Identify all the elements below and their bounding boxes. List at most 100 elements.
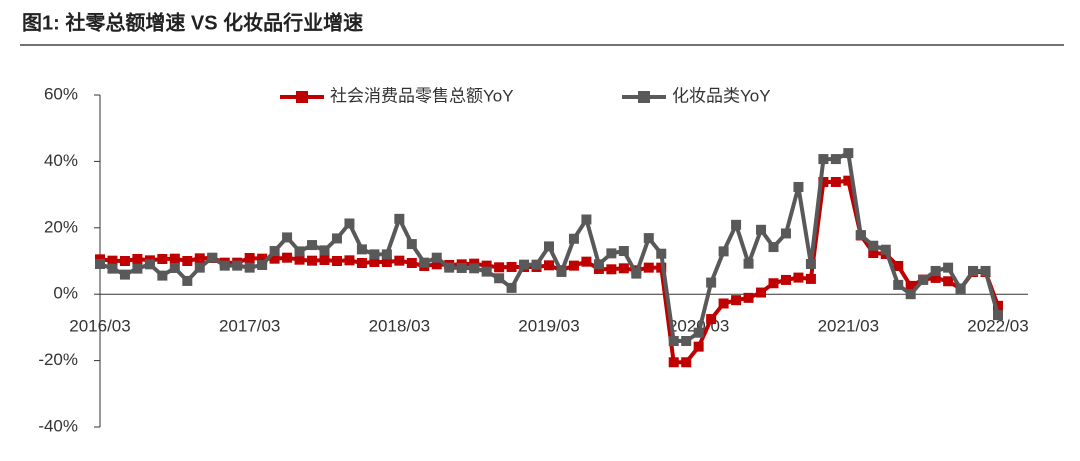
point [244, 262, 255, 273]
point [132, 263, 143, 274]
point [618, 263, 629, 274]
point [494, 262, 505, 273]
point [606, 248, 617, 259]
point [132, 254, 143, 265]
point [319, 245, 330, 256]
point [893, 279, 904, 290]
point [868, 248, 879, 259]
point [768, 242, 779, 253]
point [743, 258, 754, 269]
point [718, 246, 729, 257]
y-tick-label: -40% [38, 416, 78, 435]
point [282, 252, 293, 263]
point [805, 273, 816, 284]
point [743, 292, 754, 303]
point [780, 274, 791, 285]
point [294, 254, 305, 265]
point [930, 265, 941, 276]
point [282, 232, 293, 243]
point [444, 262, 455, 273]
point [918, 274, 929, 285]
point [406, 257, 417, 268]
x-tick-label: 2016/03 [69, 317, 130, 336]
point [893, 260, 904, 271]
point [643, 262, 654, 273]
point [955, 283, 966, 294]
point [731, 295, 742, 306]
x-tick-label: 2019/03 [518, 317, 579, 336]
legend-label: 化妆品类YoY [672, 86, 771, 105]
point [257, 259, 268, 270]
point [818, 154, 829, 165]
point [968, 265, 979, 276]
legend-marker [638, 91, 650, 103]
chart-title: 图1: 社零总额增速 VS 化妆品行业增速 [22, 10, 363, 34]
point [855, 230, 866, 241]
point [606, 264, 617, 275]
point [481, 266, 492, 277]
point [119, 269, 130, 280]
x-tick-label: 2021/03 [818, 317, 879, 336]
point [331, 256, 342, 266]
point [157, 254, 168, 265]
point [818, 176, 829, 187]
y-tick-label: -20% [38, 350, 78, 369]
point [207, 252, 218, 263]
point [494, 273, 505, 284]
point [618, 246, 629, 257]
point [307, 240, 318, 251]
y-tick-label: 40% [44, 151, 78, 170]
y-tick-label: 20% [44, 217, 78, 236]
point [107, 263, 118, 274]
point [531, 259, 542, 270]
point [144, 259, 155, 270]
x-tick-label: 2022/03 [967, 317, 1028, 336]
point [182, 275, 193, 286]
point [681, 336, 692, 347]
legend-marker [296, 91, 308, 103]
point [568, 260, 579, 271]
point [307, 255, 318, 266]
point [905, 280, 916, 291]
point [756, 224, 767, 235]
point [943, 276, 954, 287]
point [943, 262, 954, 273]
point [95, 258, 105, 269]
point [369, 249, 380, 260]
point [381, 249, 392, 260]
point [356, 257, 367, 268]
point [656, 262, 667, 273]
point [194, 262, 205, 273]
point [980, 265, 991, 276]
y-tick-label: 0% [53, 284, 78, 303]
point [706, 314, 717, 325]
point [107, 255, 118, 266]
point [993, 300, 1003, 311]
point [469, 263, 480, 274]
point [506, 282, 517, 293]
point [805, 258, 816, 269]
point [394, 255, 405, 266]
point [194, 253, 205, 264]
point [219, 260, 230, 271]
point [693, 327, 704, 338]
point [780, 228, 791, 239]
point [830, 154, 841, 165]
point [394, 213, 405, 224]
point [319, 255, 330, 266]
point [381, 256, 392, 267]
point [793, 272, 804, 283]
point [668, 336, 679, 347]
point [344, 255, 355, 266]
point [257, 253, 268, 264]
point [431, 252, 442, 263]
point [169, 262, 180, 273]
point [656, 248, 667, 259]
point [993, 310, 1003, 321]
point [157, 270, 168, 281]
point [593, 259, 604, 270]
point [668, 357, 679, 368]
y-tick-label: 60% [44, 84, 78, 103]
point [731, 219, 742, 230]
